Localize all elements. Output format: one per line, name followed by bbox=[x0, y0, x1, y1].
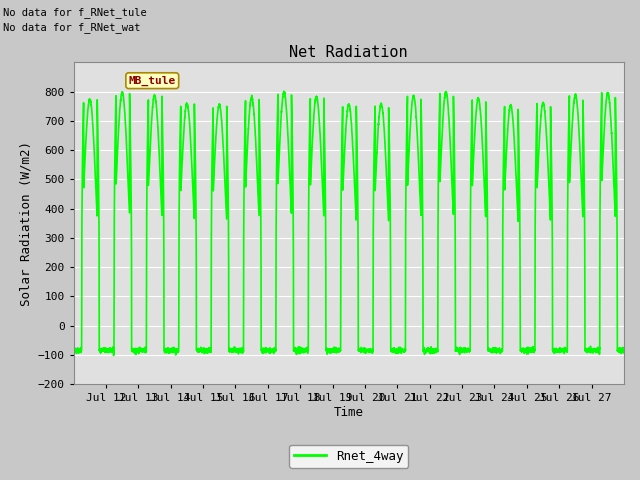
Text: MB_tule: MB_tule bbox=[129, 75, 176, 86]
Text: No data for f_RNet_wat: No data for f_RNet_wat bbox=[3, 22, 141, 33]
Y-axis label: Solar Radiation (W/m2): Solar Radiation (W/m2) bbox=[19, 141, 32, 306]
Text: No data for f_RNet_tule: No data for f_RNet_tule bbox=[3, 7, 147, 18]
Legend: Rnet_4way: Rnet_4way bbox=[289, 445, 408, 468]
Title: Net Radiation: Net Radiation bbox=[289, 45, 408, 60]
X-axis label: Time: Time bbox=[334, 406, 364, 419]
